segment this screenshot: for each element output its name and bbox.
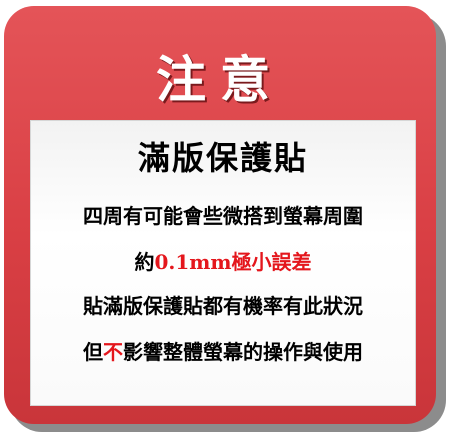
notice-card: 注意 滿版保護貼 四周有可能會些微搭到螢幕周圍 約0.1mm極小誤差 貼滿版保護… [4, 6, 436, 424]
line-2-middle: 極小誤差 [231, 250, 312, 274]
line-2-prefix: 約 [134, 250, 155, 274]
notice-subtitle: 滿版保護貼 [137, 139, 308, 177]
notice-title: 注意 [156, 50, 284, 109]
line-4-highlight: 不 [103, 340, 123, 364]
notice-line-2: 約0.1mm極小誤差 [30, 248, 416, 276]
line-2-highlight: 0.1mm [154, 250, 232, 274]
line-4-suffix: 影響整體螢幕的操作與使用 [123, 340, 363, 364]
notice-panel: 滿版保護貼 四周有可能會些微搭到螢幕周圍 約0.1mm極小誤差 貼滿版保護貼都有… [30, 120, 416, 406]
notice-line-3: 貼滿版保護貼都有機率有此狀況 [83, 294, 363, 318]
notice-line-1: 四周有可能會些微搭到螢幕周圍 [83, 204, 363, 228]
notice-line-4: 但不影響整體螢幕的操作與使用 [30, 338, 416, 366]
line-4-prefix: 但 [83, 340, 103, 364]
